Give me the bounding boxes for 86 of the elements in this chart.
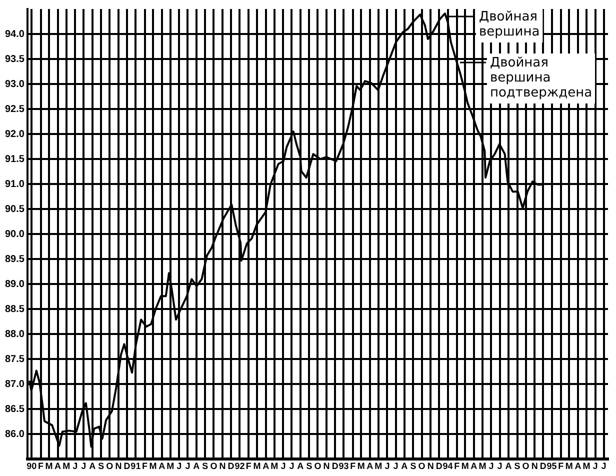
x-tick-label: N	[323, 461, 330, 472]
x-tick-label: J	[488, 461, 494, 472]
y-tick-label: 86.5	[4, 404, 25, 415]
x-tick-label: J	[393, 461, 398, 472]
y-tick-label: 94.0	[4, 28, 25, 40]
x-tick-label: A	[89, 461, 96, 472]
x-tick-label: 93	[338, 461, 349, 472]
x-tick-label: M	[478, 461, 486, 472]
x-tick-label: J	[497, 461, 502, 472]
x-tick-label: 90	[26, 461, 37, 472]
x-tick-label: A	[158, 461, 166, 472]
x-tick-label: A	[297, 461, 304, 472]
x-tick-label: J	[72, 461, 78, 472]
x-tick-label: N	[427, 461, 434, 472]
x-tick-label: S	[514, 461, 520, 472]
x-tick-label: J	[384, 461, 390, 472]
x-tick-label: J	[280, 461, 286, 472]
x-tick-label: A	[401, 461, 408, 472]
x-tick-label: 91	[130, 461, 141, 472]
y-tick-label: 92.5	[4, 104, 25, 115]
y-tick-label: 91.5	[4, 154, 25, 165]
x-tick-label: M	[374, 461, 382, 472]
x-tick-label: F	[38, 461, 44, 472]
x-tick-label: F	[350, 461, 356, 472]
y-tick-label: 87.5	[4, 354, 25, 365]
x-tick-label: M	[357, 461, 365, 472]
x-tick-label: N	[115, 461, 122, 472]
x-tick-label: D	[332, 461, 339, 472]
x-tick-label: A	[574, 461, 582, 472]
x-tick-label: A	[54, 461, 62, 472]
x-tick-label: O	[106, 461, 114, 472]
x-tick-label: A	[193, 461, 200, 472]
x-tick-label: F	[246, 461, 252, 472]
x-tick-label: A	[470, 461, 478, 472]
x-tick-label: N	[219, 461, 226, 472]
y-tick-label: 88.0	[4, 328, 25, 340]
x-tick-label: M	[270, 461, 278, 472]
x-tick-label: D	[436, 461, 443, 472]
y-tick-label: 93.0	[4, 78, 25, 90]
x-tick-label: M	[149, 461, 157, 472]
x-tick-label: O	[314, 461, 322, 472]
x-tick-label: A	[262, 461, 270, 472]
x-tick-label: M	[253, 461, 261, 472]
y-tick-label: 89.5	[4, 254, 25, 265]
x-tick-label: O	[210, 461, 218, 472]
x-tick-label: F	[142, 461, 148, 472]
y-tick-label: 90.5	[4, 204, 25, 215]
x-tick-label: O	[418, 461, 426, 472]
annotation: Двойная вершина	[478, 9, 540, 40]
x-tick-label: 94	[442, 461, 453, 472]
x-tick-label: D	[124, 461, 131, 472]
x-tick-label: M	[582, 461, 590, 472]
x-tick-label: M	[62, 461, 70, 472]
x-tick-label: 95	[546, 461, 557, 472]
x-tick-label: J	[185, 461, 190, 472]
x-tick-label: D	[228, 461, 235, 472]
x-tick-label: M	[166, 461, 174, 472]
x-tick-label: 92	[234, 461, 245, 472]
x-tick-label: M	[565, 461, 573, 472]
x-tick-label: J	[592, 461, 598, 472]
x-tick-label: J	[81, 461, 86, 472]
x-tick-label: S	[306, 461, 312, 472]
x-tick-label: S	[410, 461, 416, 472]
x-tick-label: N	[531, 461, 538, 472]
x-tick-label: J	[289, 461, 294, 472]
x-tick-label: S	[202, 461, 208, 472]
y-tick-label: 86.0	[4, 428, 25, 440]
x-tick-label: J	[176, 461, 182, 472]
y-tick-label: 89.0	[4, 278, 25, 290]
y-tick-label: 87.0	[4, 378, 25, 390]
x-tick-label: M	[45, 461, 53, 472]
x-tick-label: D	[540, 461, 547, 472]
x-tick-label: A	[366, 461, 374, 472]
x-tick-label: A	[505, 461, 512, 472]
y-tick-label: 92.0	[4, 128, 25, 140]
x-tick-label: S	[98, 461, 104, 472]
y-tick-label: 93.5	[4, 54, 25, 65]
annotation: Двойная вершина подтверждена	[490, 55, 592, 100]
x-tick-label: O	[522, 461, 530, 472]
x-tick-label: M	[461, 461, 469, 472]
y-tick-label: 88.5	[4, 304, 25, 315]
x-tick-label: J	[601, 461, 606, 472]
x-tick-label: F	[558, 461, 564, 472]
x-tick-label: F	[454, 461, 460, 472]
y-tick-label: 91.0	[4, 178, 25, 190]
y-tick-label: 90.0	[4, 228, 25, 240]
